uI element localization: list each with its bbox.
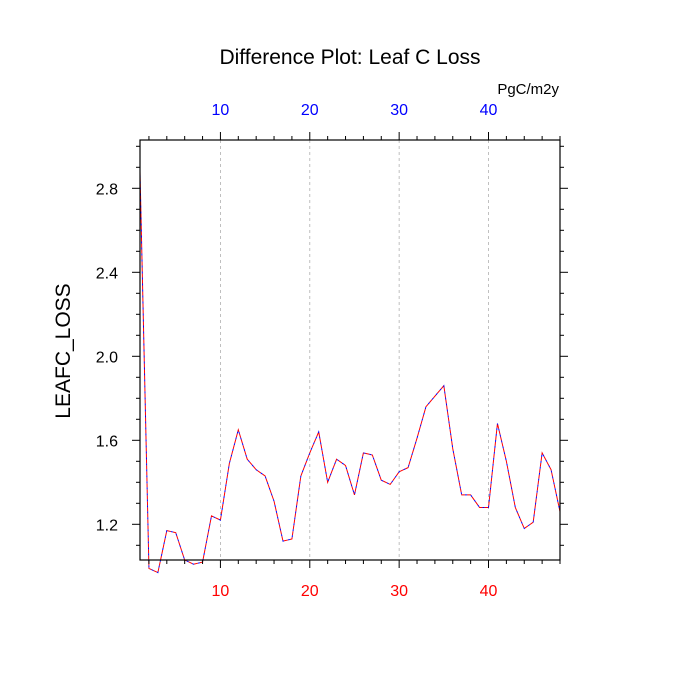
x-tick-label-top: 40: [480, 102, 498, 119]
y-axis-label: LEAFC_LOSS: [52, 283, 75, 418]
x-tick-label-bottom: 30: [390, 583, 408, 600]
chart-title: Difference Plot: Leaf C Loss: [219, 46, 480, 69]
x-tick-label-top: 10: [212, 102, 230, 119]
y-tick-label: 2.4: [96, 265, 118, 282]
plot-frame: [139, 139, 561, 561]
tick-labels: 10 20 30 40 10 20 30 40 1.2 1.6 2.0 2.4 2.8: [96, 102, 498, 600]
x-tick-label-bottom: 10: [212, 583, 230, 600]
axes: [132, 132, 568, 568]
x-tick-label-bottom: 40: [480, 583, 498, 600]
grid-lines: [220, 140, 489, 560]
y-tick-label: 2.8: [96, 181, 118, 198]
series-line: [139, 171, 561, 574]
y-tick-label: 1.2: [96, 517, 118, 534]
x-tick-label-top: 20: [301, 102, 319, 119]
y-tick-label: 1.6: [96, 433, 118, 450]
x-tick-label-bottom: 20: [301, 583, 319, 600]
units-label: PgC/m2y: [497, 81, 559, 98]
series-line: [139, 171, 561, 574]
series-lines: [139, 171, 561, 574]
y-tick-label: 2.0: [96, 349, 118, 366]
x-tick-label-top: 30: [390, 102, 408, 119]
